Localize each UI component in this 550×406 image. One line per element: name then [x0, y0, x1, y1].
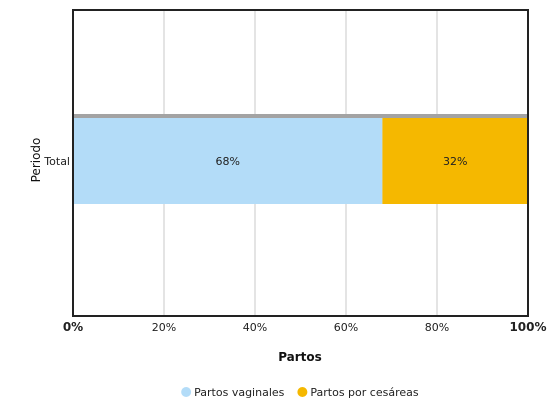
- x-tick-label: 100%: [509, 320, 546, 334]
- x-tick-label: 40%: [243, 321, 267, 334]
- y-axis-label: Periodo: [29, 138, 43, 183]
- x-tick-label: 80%: [425, 321, 449, 334]
- legend-swatch: [181, 387, 192, 397]
- x-tick-label: 0%: [63, 320, 83, 334]
- bar-segment: [382, 118, 528, 204]
- x-axis-ticks: 0% 20% 40% 60% 80% 100%: [63, 320, 547, 334]
- y-tick-label: Total: [43, 155, 70, 168]
- x-tick-label: 20%: [152, 321, 176, 334]
- plot-area-frame: [72, 9, 529, 317]
- bars: 68% 32%: [73, 114, 528, 204]
- x-tick-label: 60%: [334, 321, 358, 334]
- bar-segment: [73, 118, 383, 204]
- bar-data-label: 32%: [443, 155, 467, 168]
- bar-data-label: 68%: [215, 155, 239, 168]
- legend-label: Partos por cesáreas: [310, 386, 418, 399]
- legend: Partos vaginales Partos por cesáreas: [181, 386, 419, 399]
- legend-swatch: [297, 387, 308, 397]
- x-axis-label: Partos: [278, 350, 322, 364]
- legend-label: Partos vaginales: [194, 386, 284, 399]
- bar-top-edge: [73, 114, 528, 118]
- y-axis-ticks: Total: [43, 155, 70, 168]
